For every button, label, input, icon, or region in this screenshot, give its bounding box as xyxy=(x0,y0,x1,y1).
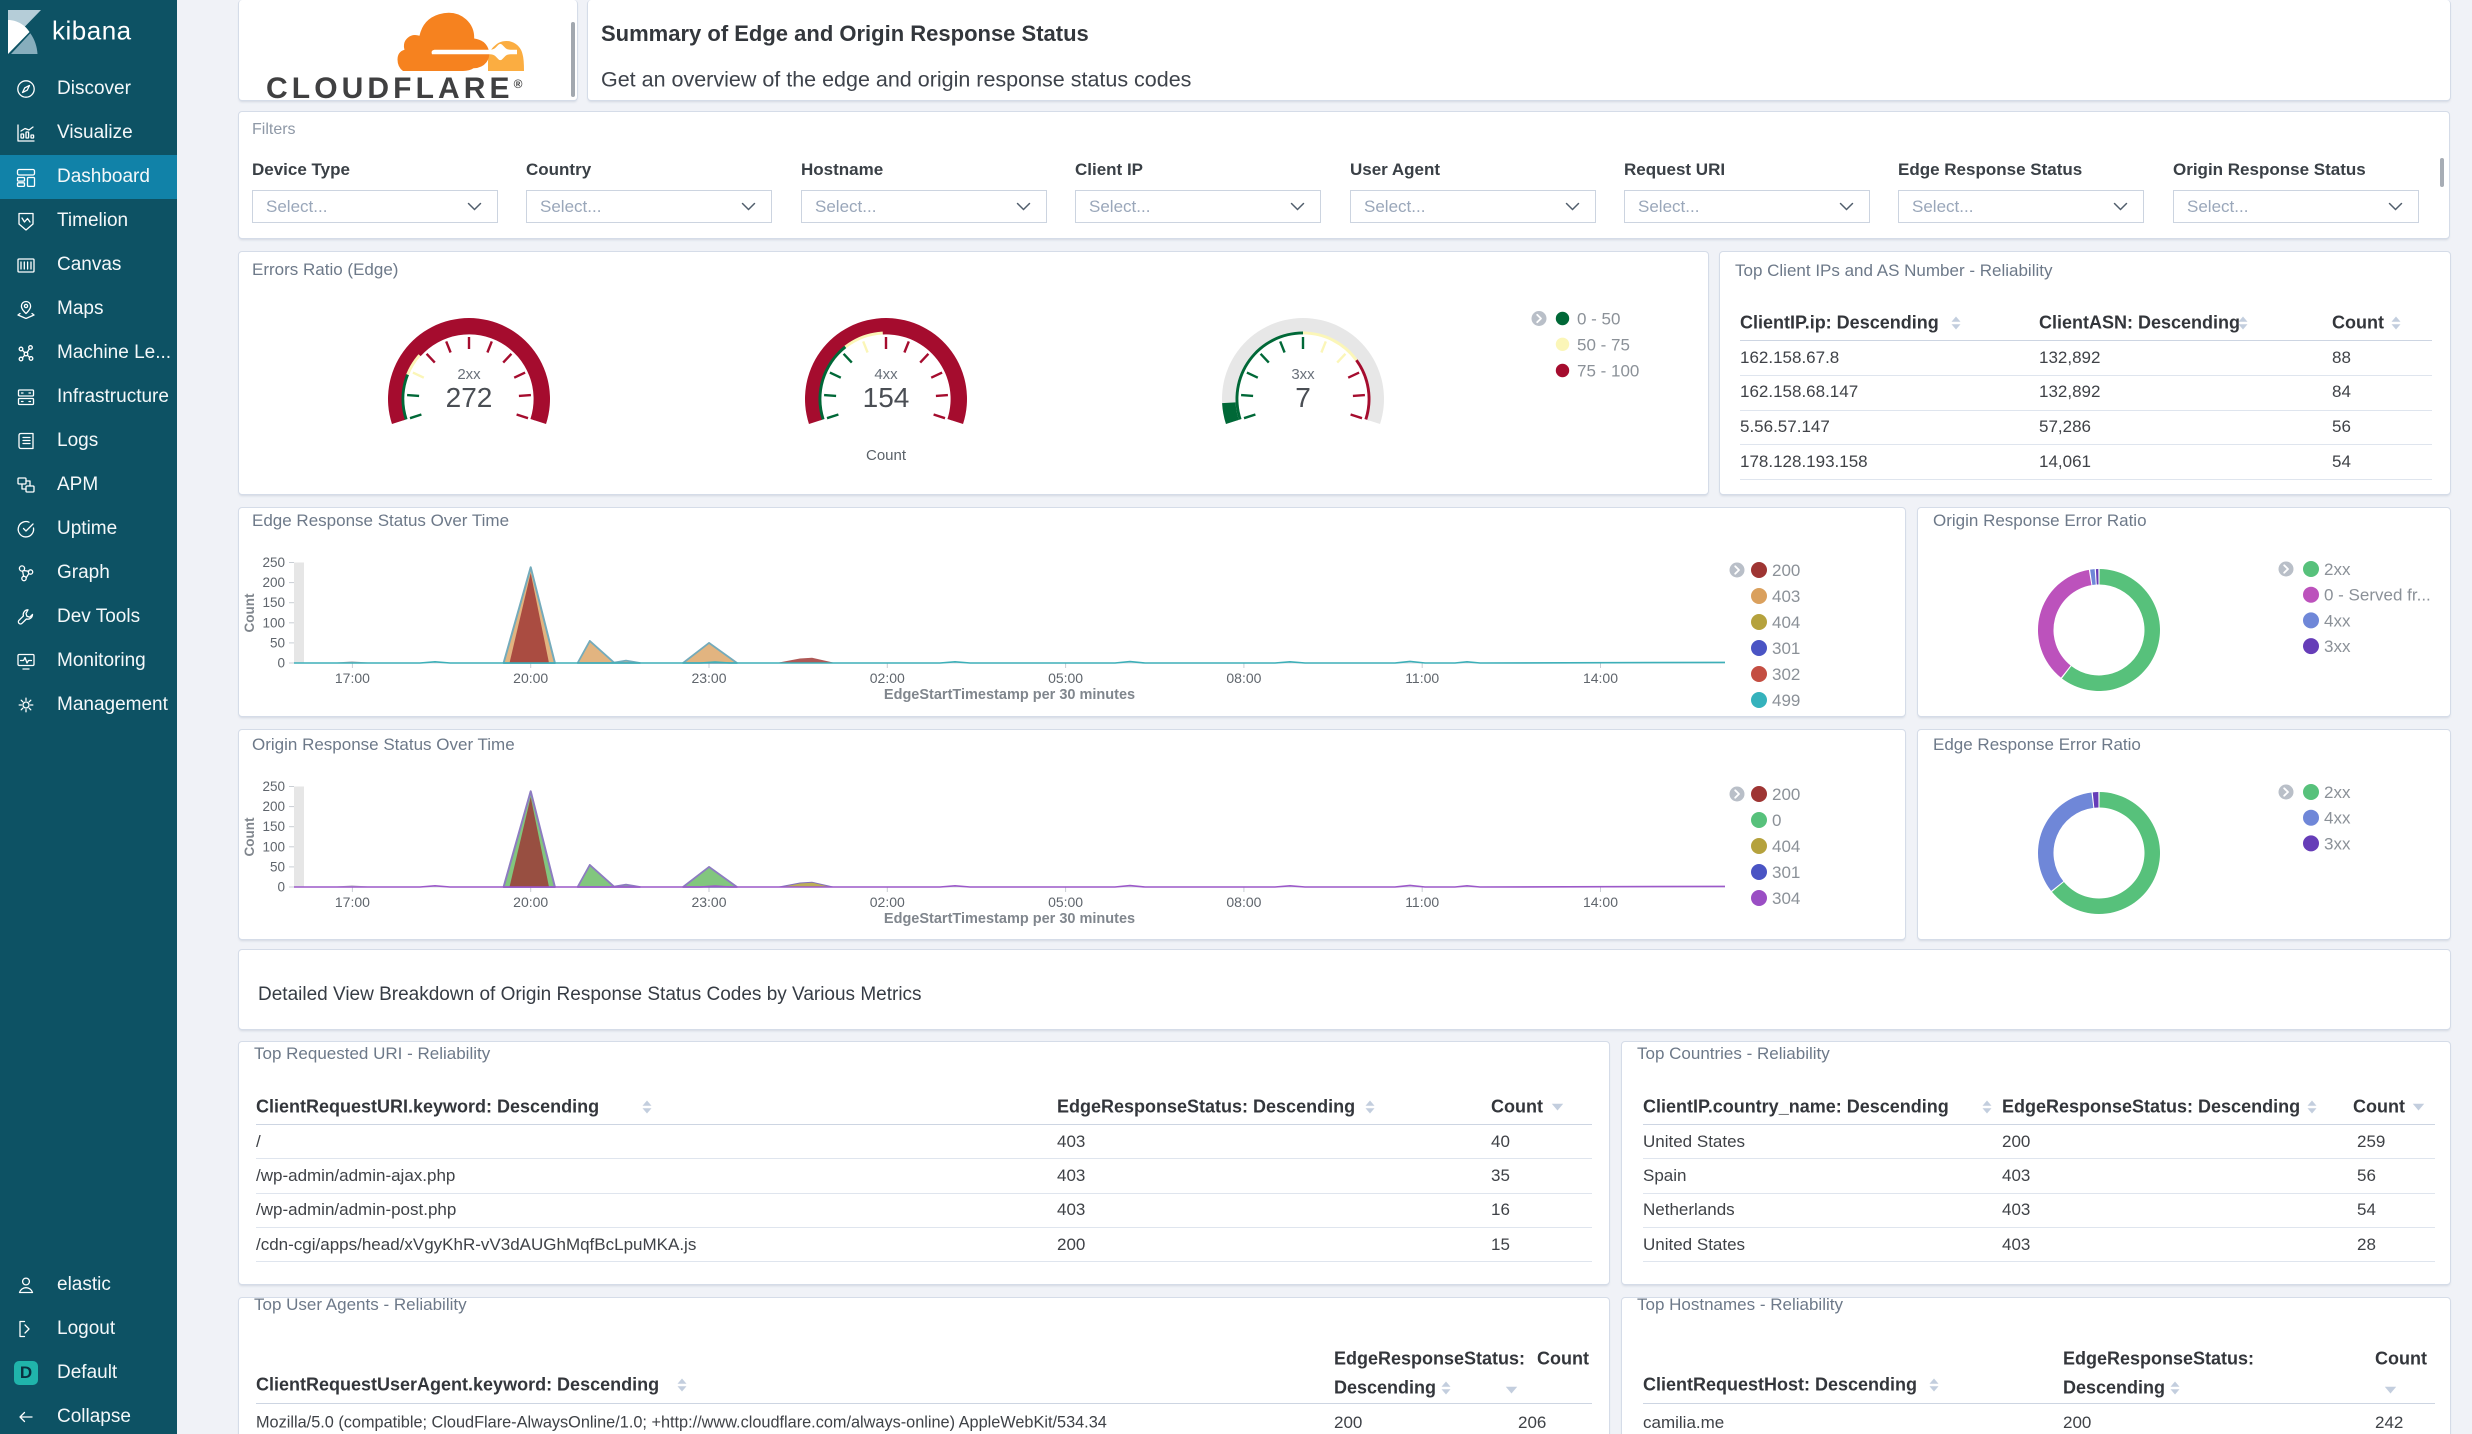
svg-text:11:00: 11:00 xyxy=(1405,670,1439,686)
svg-text:404: 404 xyxy=(1772,837,1800,856)
svg-text:304: 304 xyxy=(1772,889,1800,908)
svg-text:4xx: 4xx xyxy=(874,366,898,383)
svg-text:154: 154 xyxy=(863,382,910,413)
svg-text:50: 50 xyxy=(270,859,285,874)
svg-text:272: 272 xyxy=(446,382,493,413)
svg-text:50 - 75: 50 - 75 xyxy=(1577,335,1630,354)
svg-text:100: 100 xyxy=(262,615,285,630)
svg-text:0 - 50: 0 - 50 xyxy=(1577,310,1620,329)
svg-text:4xx: 4xx xyxy=(2324,611,2351,630)
svg-text:Count: Count xyxy=(866,447,907,464)
svg-text:08:00: 08:00 xyxy=(1226,670,1261,686)
svg-text:150: 150 xyxy=(262,595,285,610)
svg-text:3xx: 3xx xyxy=(1291,366,1315,383)
svg-text:11:00: 11:00 xyxy=(1405,894,1439,910)
svg-text:Count: Count xyxy=(242,593,257,632)
svg-text:05:00: 05:00 xyxy=(1048,894,1083,910)
svg-text:302: 302 xyxy=(1772,665,1800,684)
svg-text:200: 200 xyxy=(1772,561,1800,580)
svg-text:100: 100 xyxy=(262,839,285,854)
svg-text:403: 403 xyxy=(1772,587,1800,606)
svg-text:02:00: 02:00 xyxy=(870,894,905,910)
svg-text:02:00: 02:00 xyxy=(870,670,905,686)
svg-text:200: 200 xyxy=(1772,785,1800,804)
svg-text:3xx: 3xx xyxy=(2324,834,2351,853)
svg-text:0 - Served fr...: 0 - Served fr... xyxy=(2324,586,2431,605)
svg-text:3xx: 3xx xyxy=(2324,637,2351,656)
svg-text:17:00: 17:00 xyxy=(335,670,370,686)
svg-text:0: 0 xyxy=(1772,811,1781,830)
svg-text:499: 499 xyxy=(1772,691,1800,710)
svg-text:17:00: 17:00 xyxy=(335,894,370,910)
svg-text:20:00: 20:00 xyxy=(513,670,548,686)
svg-text:23:00: 23:00 xyxy=(691,670,726,686)
svg-text:75 - 100: 75 - 100 xyxy=(1577,362,1639,381)
svg-text:2xx: 2xx xyxy=(2324,783,2351,802)
svg-text:05:00: 05:00 xyxy=(1048,670,1083,686)
svg-text:2xx: 2xx xyxy=(457,366,481,383)
svg-text:4xx: 4xx xyxy=(2324,809,2351,828)
svg-text:50: 50 xyxy=(270,635,285,650)
svg-text:20:00: 20:00 xyxy=(513,894,548,910)
svg-text:0: 0 xyxy=(277,880,285,895)
svg-text:14:00: 14:00 xyxy=(1583,670,1618,686)
svg-text:404: 404 xyxy=(1772,613,1800,632)
svg-text:301: 301 xyxy=(1772,863,1800,882)
svg-text:301: 301 xyxy=(1772,639,1800,658)
svg-text:250: 250 xyxy=(262,779,285,794)
svg-text:200: 200 xyxy=(262,799,285,814)
svg-text:2xx: 2xx xyxy=(2324,560,2351,579)
svg-text:Count: Count xyxy=(242,817,257,856)
svg-text:08:00: 08:00 xyxy=(1226,894,1261,910)
svg-text:EdgeStartTimestamp per 30 minu: EdgeStartTimestamp per 30 minutes xyxy=(884,911,1135,927)
svg-text:200: 200 xyxy=(262,575,285,590)
svg-text:150: 150 xyxy=(262,819,285,834)
svg-text:23:00: 23:00 xyxy=(691,894,726,910)
svg-text:EdgeStartTimestamp per 30 minu: EdgeStartTimestamp per 30 minutes xyxy=(884,687,1135,703)
svg-text:250: 250 xyxy=(262,555,285,570)
svg-text:0: 0 xyxy=(277,656,285,671)
svg-text:14:00: 14:00 xyxy=(1583,894,1618,910)
svg-text:7: 7 xyxy=(1295,382,1311,413)
